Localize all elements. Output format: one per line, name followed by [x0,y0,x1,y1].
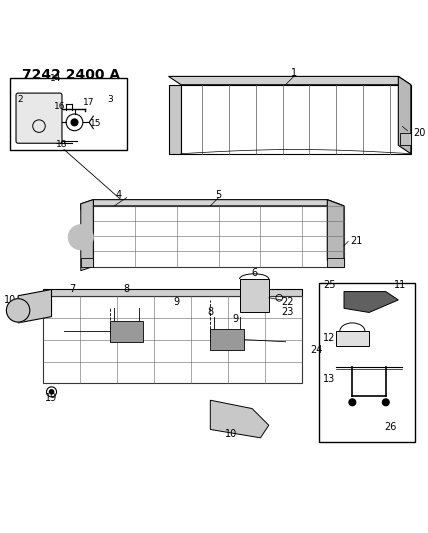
Text: 5: 5 [216,190,222,200]
Text: 8: 8 [207,308,214,318]
Text: 16: 16 [54,102,65,111]
Text: 1: 1 [291,68,297,78]
Text: 10: 10 [225,429,237,439]
Text: 25: 25 [323,280,336,290]
Text: 8: 8 [124,285,130,294]
Text: 18: 18 [56,140,68,149]
Text: 22: 22 [281,297,294,307]
Circle shape [50,390,54,394]
Polygon shape [43,296,302,383]
Polygon shape [81,200,93,271]
FancyBboxPatch shape [16,93,62,143]
Circle shape [71,119,78,126]
Polygon shape [336,332,369,346]
Text: 9: 9 [174,297,180,307]
Polygon shape [240,279,269,312]
Text: 3: 3 [107,95,113,104]
Bar [10,78,127,150]
Polygon shape [210,329,244,350]
Polygon shape [344,292,398,312]
Text: 9: 9 [232,314,238,324]
Polygon shape [210,400,269,438]
Text: 12: 12 [323,333,336,343]
Polygon shape [401,133,411,146]
Polygon shape [93,200,344,206]
Text: 7: 7 [69,285,76,294]
Text: 10: 10 [3,295,16,305]
Polygon shape [81,200,93,210]
Text: 15: 15 [89,119,101,128]
Polygon shape [398,76,411,154]
Text: 6: 6 [251,268,257,278]
Text: 14: 14 [50,74,61,83]
Circle shape [6,298,30,322]
Text: 13: 13 [323,374,336,384]
Text: 26: 26 [384,422,396,432]
Text: 11: 11 [394,280,407,290]
Polygon shape [327,200,344,266]
Polygon shape [93,206,344,266]
Polygon shape [43,289,302,296]
Text: 21: 21 [350,237,363,246]
Bar [319,283,415,442]
Polygon shape [169,76,411,85]
Polygon shape [327,260,344,266]
Text: 17: 17 [83,98,95,107]
Text: 20: 20 [413,128,425,138]
Polygon shape [110,321,143,342]
Circle shape [383,399,389,406]
Text: 7242 2400 A: 7242 2400 A [22,68,120,82]
Text: 24: 24 [311,345,323,355]
Text: 4: 4 [115,190,122,200]
Polygon shape [327,258,344,266]
Polygon shape [81,258,93,266]
Polygon shape [181,85,411,154]
Text: 2: 2 [18,95,23,104]
Polygon shape [169,85,181,154]
Text: 23: 23 [281,308,294,318]
Circle shape [68,225,93,250]
Circle shape [349,399,356,406]
Text: 19: 19 [45,393,58,403]
Polygon shape [18,289,51,323]
